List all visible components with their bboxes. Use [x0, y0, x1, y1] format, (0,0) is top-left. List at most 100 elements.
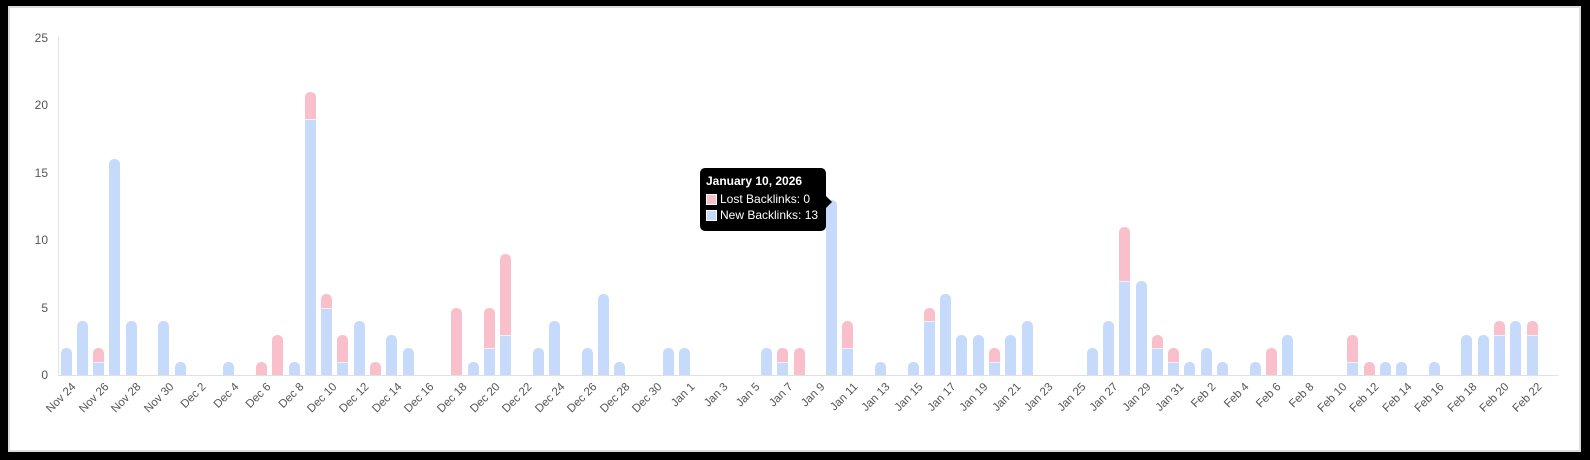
- bar-dec-4[interactable]: [223, 361, 235, 375]
- bar-jan-19[interactable]: [972, 334, 984, 375]
- x-tick-label: Nov 30: [141, 381, 177, 416]
- bar-jan-29[interactable]: [1135, 280, 1147, 375]
- new-segment: [1217, 361, 1228, 375]
- bar-jan-15[interactable]: [907, 361, 919, 375]
- bar-dec-19[interactable]: [467, 361, 479, 375]
- bar-dec-21[interactable]: [500, 253, 512, 375]
- bar-jan-10[interactable]: [826, 199, 838, 375]
- x-tick-label: Dec 26: [565, 381, 600, 416]
- bar-dec-28[interactable]: [614, 361, 626, 375]
- bar-dec-14[interactable]: [386, 334, 398, 375]
- bar-feb-14[interactable]: [1396, 361, 1408, 375]
- bar-nov-25[interactable]: [76, 321, 88, 375]
- bar-jan-6[interactable]: [760, 348, 772, 375]
- bar-jan-28[interactable]: [1119, 226, 1131, 375]
- new-segment: [1428, 361, 1440, 375]
- bar-dec-24[interactable]: [549, 321, 561, 375]
- bar-nov-28[interactable]: [125, 321, 137, 375]
- bar-dec-7[interactable]: [272, 334, 284, 375]
- bar-dec-20[interactable]: [484, 307, 495, 375]
- bar-dec-23[interactable]: [532, 348, 544, 375]
- new-segment: [158, 321, 170, 375]
- bar-jan-18[interactable]: [956, 334, 968, 375]
- new-segment: [874, 361, 886, 375]
- bar-feb-21[interactable]: [1510, 321, 1522, 375]
- x-tick-label: Dec 14: [370, 381, 405, 416]
- bar-jan-31[interactable]: [1168, 348, 1180, 375]
- new-segment: [386, 334, 398, 375]
- new-segment: [679, 348, 691, 375]
- bar-dec-18[interactable]: [451, 307, 463, 375]
- new-segment: [598, 294, 610, 375]
- bar-dec-9[interactable]: [304, 91, 316, 375]
- new-segment: [76, 321, 88, 375]
- bar-nov-30[interactable]: [158, 321, 170, 375]
- bar-feb-6[interactable]: [1265, 348, 1277, 375]
- bar-feb-1[interactable]: [1184, 361, 1196, 375]
- bar-jan-17[interactable]: [940, 294, 952, 375]
- bar-feb-11[interactable]: [1347, 334, 1359, 375]
- bar-feb-3[interactable]: [1217, 361, 1228, 375]
- bar-feb-13[interactable]: [1379, 361, 1391, 375]
- new-segment: [1135, 280, 1147, 375]
- bar-jan-16[interactable]: [923, 307, 935, 375]
- bar-jan-22[interactable]: [1021, 321, 1033, 375]
- new-segment: [1396, 361, 1408, 375]
- bar-dec-8[interactable]: [288, 361, 300, 375]
- y-tick-label: 15: [34, 165, 48, 180]
- lost-segment: [1265, 348, 1277, 375]
- bar-dec-11[interactable]: [337, 334, 349, 375]
- x-tick-label: Feb 2: [1189, 381, 1219, 411]
- x-tick-label: Dec 30: [630, 381, 665, 416]
- bar-dec-12[interactable]: [353, 321, 365, 375]
- bar-dec-6[interactable]: [255, 361, 267, 375]
- bar-nov-26[interactable]: [93, 348, 105, 375]
- bar-dec-27[interactable]: [598, 294, 610, 375]
- bar-feb-5[interactable]: [1249, 361, 1261, 375]
- bar-feb-16[interactable]: [1428, 361, 1440, 375]
- bar-jan-1[interactable]: [679, 348, 691, 375]
- bar-jan-30[interactable]: [1151, 334, 1163, 375]
- bar-jan-7[interactable]: [777, 348, 789, 375]
- new-segment: [972, 334, 984, 375]
- bar-jan-26[interactable]: [1086, 348, 1098, 375]
- bar-dec-26[interactable]: [581, 348, 593, 375]
- bar-jan-21[interactable]: [1005, 334, 1017, 375]
- bar-feb-22[interactable]: [1526, 321, 1538, 375]
- bar-jan-20[interactable]: [988, 348, 1000, 375]
- lost-segment: [793, 348, 805, 375]
- bar-dec-31[interactable]: [663, 348, 675, 375]
- bar-feb-19[interactable]: [1477, 334, 1489, 375]
- x-tick-label: Jan 31: [1153, 381, 1187, 414]
- lost-segment: [1493, 321, 1505, 335]
- bar-dec-10[interactable]: [321, 294, 333, 375]
- bar-jan-27[interactable]: [1102, 321, 1114, 375]
- bar-dec-13[interactable]: [369, 361, 381, 375]
- x-tick-label: Jan 27: [1088, 381, 1121, 414]
- bar-jan-8[interactable]: [793, 348, 805, 375]
- tooltip-row-new: New Backlinks: 13: [706, 208, 820, 222]
- new-segment: [321, 307, 333, 375]
- lost-segment: [484, 307, 495, 349]
- new-segment: [93, 361, 105, 375]
- bar-feb-18[interactable]: [1461, 334, 1473, 375]
- bar-dec-1[interactable]: [174, 361, 186, 375]
- x-tick-label: Jan 29: [1120, 381, 1154, 414]
- bar-feb-12[interactable]: [1363, 361, 1375, 375]
- new-segment: [174, 361, 186, 375]
- bar-nov-24[interactable]: [60, 348, 72, 375]
- bar-feb-2[interactable]: [1200, 348, 1212, 375]
- new-segment: [988, 361, 1000, 375]
- x-tick-label: Dec 8: [276, 381, 307, 411]
- x-tick-label: Feb 10: [1315, 381, 1350, 415]
- bar-dec-15[interactable]: [402, 348, 414, 375]
- x-tick-label: Dec 24: [532, 381, 568, 416]
- bar-feb-7[interactable]: [1282, 334, 1294, 375]
- x-tick-label: Nov 24: [44, 381, 79, 416]
- bar-nov-27[interactable]: [109, 159, 121, 375]
- bar-jan-13[interactable]: [874, 361, 886, 375]
- bar-jan-11[interactable]: [842, 321, 854, 375]
- x-tick-label: Jan 3: [701, 381, 731, 410]
- bar-feb-20[interactable]: [1493, 321, 1505, 375]
- x-tick-label: Feb 18: [1445, 381, 1480, 415]
